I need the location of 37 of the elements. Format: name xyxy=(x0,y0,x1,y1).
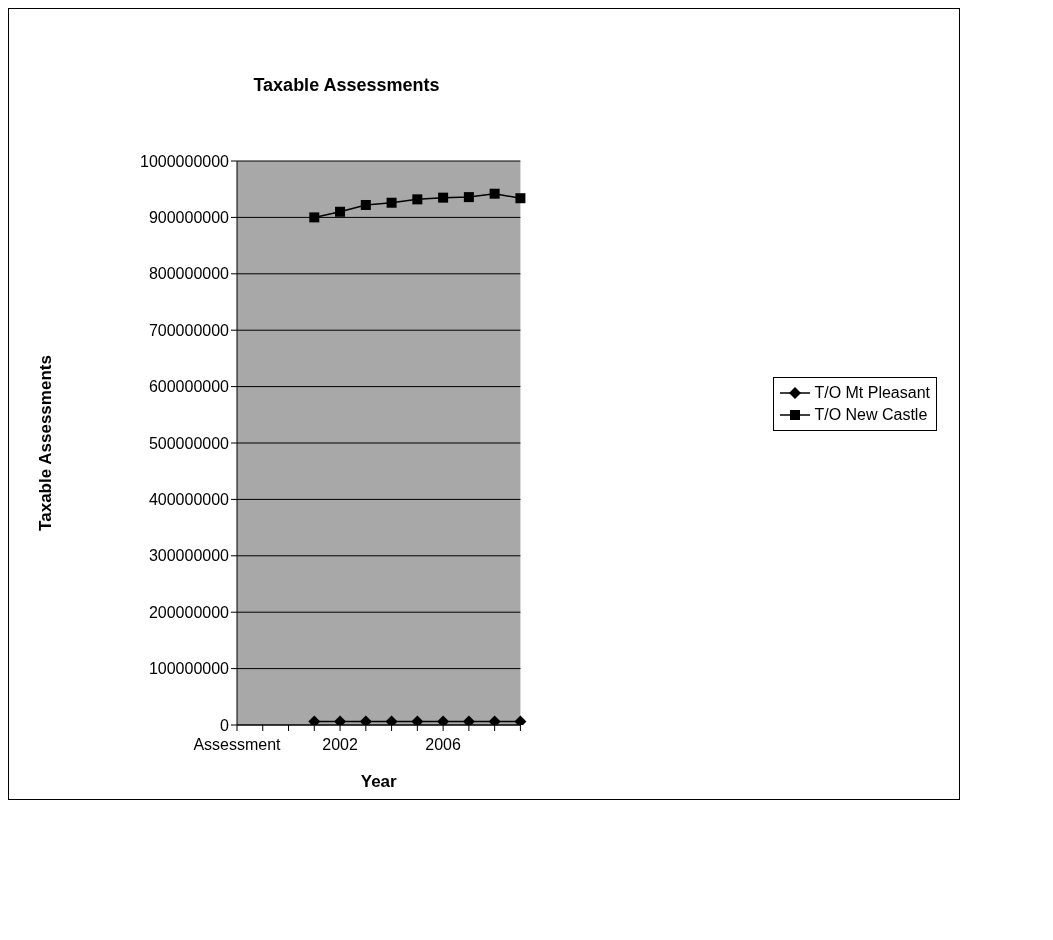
y-tick-label: 400000000 xyxy=(148,491,230,509)
point xyxy=(335,206,346,217)
x-tick-label: 2002 xyxy=(322,736,358,754)
legend-label: T/O New Castle xyxy=(814,405,928,425)
y-tick-label: 500000000 xyxy=(148,434,230,452)
y-tick-label: 700000000 xyxy=(148,321,230,339)
y-tick-label: 900000000 xyxy=(148,209,230,227)
point xyxy=(514,715,527,725)
point xyxy=(386,197,397,208)
point xyxy=(411,715,424,725)
point xyxy=(360,199,371,210)
y-tick-label: 200000000 xyxy=(148,603,230,621)
point xyxy=(412,194,423,205)
point xyxy=(489,188,500,199)
chart-title: Taxable Assessments xyxy=(252,75,441,96)
y-tick-label: 1000000000 xyxy=(140,152,230,170)
y-tick-label: 800000000 xyxy=(148,265,230,283)
y-tick-label: 600000000 xyxy=(148,378,230,396)
x-axis-title: Year xyxy=(360,772,398,791)
x-tick-label: Assessment xyxy=(193,736,282,754)
y-tick-label: 300000000 xyxy=(148,547,230,565)
point xyxy=(462,715,475,725)
y-tick-label: 0 xyxy=(220,716,230,734)
legend-label: T/O Mt Pleasant xyxy=(814,383,930,403)
point xyxy=(334,715,347,725)
point xyxy=(488,715,501,725)
point xyxy=(385,715,398,725)
point xyxy=(359,715,372,725)
point xyxy=(437,715,450,725)
point xyxy=(463,192,474,203)
y-tick-label: 100000000 xyxy=(148,660,230,678)
point xyxy=(515,193,526,204)
x-tick-label: 2006 xyxy=(425,736,462,754)
point xyxy=(308,715,321,725)
y-axis-title: Taxable Assessments xyxy=(36,355,56,531)
point xyxy=(438,192,449,203)
point xyxy=(309,212,320,223)
